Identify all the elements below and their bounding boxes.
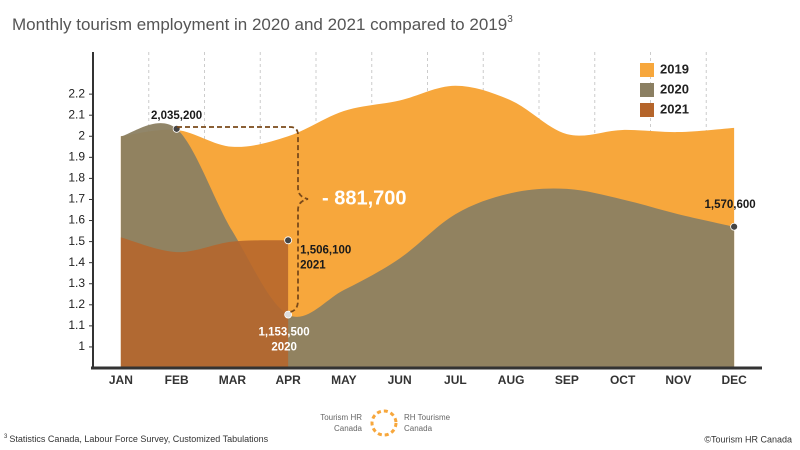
- logo-fr: RH Tourisme: [404, 413, 451, 422]
- x-tick-label: NOV: [665, 373, 691, 387]
- data-label: 2,035,200: [151, 110, 202, 122]
- data-label-year: 2020: [271, 342, 297, 354]
- x-tick-label: JUN: [388, 373, 412, 387]
- x-tick-label: AUG: [498, 373, 525, 387]
- data-label: 1,506,100: [300, 244, 351, 256]
- title-text: Monthly tourism employment in 2020 and 2…: [12, 15, 507, 34]
- logo-en: Tourism HR: [320, 413, 362, 422]
- data-point: [284, 236, 293, 245]
- legend-swatch: [640, 63, 654, 77]
- y-tick-label: 1.8: [68, 171, 85, 185]
- footnote-marker: 3: [4, 434, 8, 440]
- y-tick-label: 1.4: [68, 255, 85, 269]
- legend-swatch: [640, 83, 654, 97]
- y-tick-label: 1.7: [68, 192, 85, 206]
- y-tick-label: 2.1: [68, 107, 85, 121]
- annotation: - 881,700: [322, 187, 407, 209]
- legend-label: 2021: [660, 101, 689, 116]
- data-label: 1,153,500: [259, 327, 310, 339]
- data-label: 1,570,600: [705, 199, 756, 211]
- data-point: [284, 310, 293, 319]
- footnote: 3 Statistics Canada, Labour Force Survey,…: [4, 434, 269, 445]
- y-tick-label: 1.9: [68, 150, 85, 164]
- x-tick-label: MAR: [219, 373, 247, 387]
- x-tick-label: SEP: [555, 373, 579, 387]
- footnote-text: Statistics Canada, Labour Force Survey, …: [9, 434, 268, 444]
- y-tick-label: 2.2: [68, 86, 85, 100]
- x-tick-label: OCT: [610, 373, 636, 387]
- x-tick-label: DEC: [721, 373, 747, 387]
- y-tick-label: 1.1: [68, 318, 85, 332]
- chart-title: Monthly tourism employment in 2020 and 2…: [12, 14, 513, 35]
- y-tick-label: 1.3: [68, 276, 85, 290]
- x-tick-label: JUL: [444, 373, 467, 387]
- x-tick-label: JAN: [109, 373, 133, 387]
- area: [120, 237, 289, 368]
- y-tick-label: 1.6: [68, 213, 85, 227]
- logo-fr: Canada: [404, 424, 433, 433]
- y-tick-label: 1.2: [68, 297, 85, 311]
- data-label-year: 2021: [300, 259, 326, 271]
- y-tick-label: 1: [78, 339, 85, 353]
- title-superscript: 3: [507, 14, 513, 25]
- legend-swatch: [640, 103, 654, 117]
- x-tick-label: APR: [275, 373, 301, 387]
- legend-label: 2019: [660, 61, 689, 76]
- bracket: [177, 126, 309, 313]
- logo-mark: [370, 409, 398, 437]
- y-tick-label: 1.5: [68, 234, 85, 248]
- copyright: ©Tourism HR Canada: [704, 434, 792, 444]
- legend-label: 2020: [660, 81, 689, 96]
- y-tick-label: 2: [78, 128, 85, 142]
- data-point: [730, 222, 739, 231]
- plot: 1 1.1 1.2 1.3 1.4 1.5 1.6 1.7 1.8 1.9 2 2.1 2.2 JAN FE…: [68, 52, 762, 387]
- x-tick-label: MAY: [331, 373, 357, 387]
- logo-en: Canada: [334, 424, 363, 433]
- x-tick-label: FEB: [165, 373, 189, 387]
